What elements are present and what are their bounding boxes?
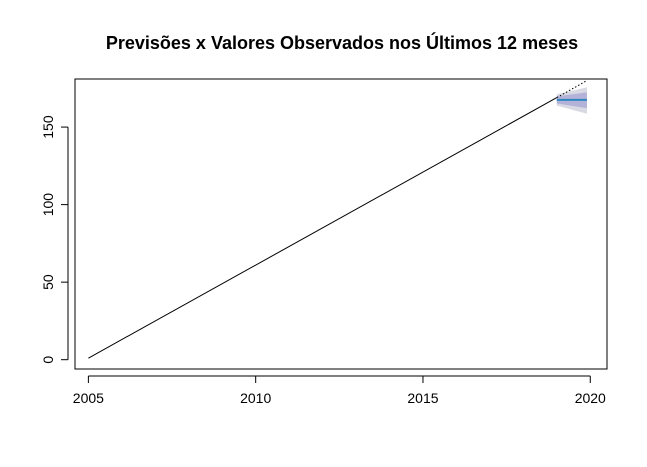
x-tick-label: 2015: [407, 390, 438, 406]
x-tick-label: 2005: [73, 390, 104, 406]
y-tick-label: 100: [40, 193, 56, 217]
x-tick-label: 2020: [575, 390, 606, 406]
y-tick-label: 0: [40, 356, 56, 364]
x-axis: 2005 2010 2015 2020: [73, 375, 606, 406]
y-tick-label: 50: [40, 274, 56, 290]
x-tick-label: 2010: [240, 390, 271, 406]
chart-title: Previsões x Valores Observados nos Últim…: [106, 32, 578, 53]
series-line-1: [556, 80, 588, 99]
series-lines: [88, 80, 588, 359]
y-axis: 0 50 100 150: [40, 115, 69, 364]
series-line-0: [88, 97, 558, 359]
y-tick-label: 150: [40, 115, 56, 139]
plot-area: [74, 78, 608, 370]
